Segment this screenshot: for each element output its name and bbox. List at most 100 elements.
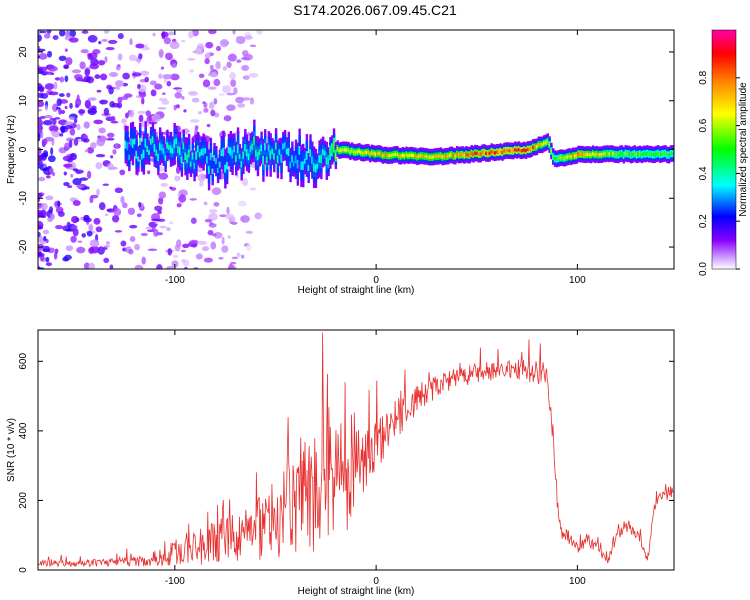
spectrogram-noise-blob xyxy=(45,262,53,267)
spectrogram-noise-blob xyxy=(165,266,175,269)
spectrogram-noise-blob xyxy=(44,71,54,75)
spectrogram-noise-blob xyxy=(183,109,187,113)
spectrogram-ridge-cell xyxy=(142,149,146,159)
spectrogram-ridge-cell xyxy=(622,153,626,157)
spectrogram-noise-blob xyxy=(227,53,237,62)
spectrogram-ridge-cell xyxy=(398,154,401,158)
spectrogram-noise-blob xyxy=(147,170,151,175)
spectrogram-ridge-cell xyxy=(207,165,211,175)
spectrogram-noise-blob xyxy=(48,206,54,214)
spectrogram-ridge-cell xyxy=(408,153,412,157)
spectrogram-ridge-cell xyxy=(316,163,319,169)
spectrogram-noise-blob xyxy=(232,30,236,35)
spectrogram-noise-blob xyxy=(87,170,92,179)
spectrogram-ridge-cell xyxy=(416,155,419,159)
spectrogram-noise-blob xyxy=(83,75,92,82)
spectrogram-noise-blob xyxy=(213,78,221,87)
spectrogram-noise-blob xyxy=(52,118,57,126)
spectrogram-ridge-cell xyxy=(175,138,178,145)
spectrogram-noise-blob xyxy=(76,185,84,189)
spectrogram-noise-blob xyxy=(222,66,227,71)
spectrogram-noise-blob xyxy=(53,81,58,90)
spectrogram-ridge-cell xyxy=(144,138,147,148)
spectrogram-ridge-cell xyxy=(178,147,182,155)
spectrogram-ridge-cell xyxy=(206,156,209,164)
spectrogram-noise-blob xyxy=(240,57,250,61)
spectrogram-noise-blob xyxy=(68,116,75,121)
spectrogram-noise-blob xyxy=(208,30,217,35)
spectrogram-noise-blob xyxy=(154,83,163,90)
spectrogram-noise-blob xyxy=(38,108,43,112)
spectrogram-ridge-cell xyxy=(425,154,428,159)
spectrogram-noise-blob xyxy=(115,82,121,90)
spectrogram-ridge-cell xyxy=(160,144,164,151)
spectrogram-noise-blob xyxy=(188,91,198,96)
spectrogram-noise-blob xyxy=(39,115,46,119)
spectrogram-ridge-cell xyxy=(126,142,129,151)
spectrogram-ridge-cell xyxy=(501,150,504,155)
spectrogram-noise-blob xyxy=(213,201,220,207)
spectrogram-noise-blob xyxy=(111,102,120,108)
spectrogram-ridge-cell xyxy=(133,138,137,145)
spectrogram-noise-blob xyxy=(106,208,112,212)
spectrogram-noise-blob xyxy=(96,188,100,196)
spectrogram-noise-blob xyxy=(94,74,101,79)
spectrogram-ridge-cell xyxy=(182,142,185,150)
spectrogram-noise-blob xyxy=(211,233,217,237)
spectrogram-ridge-cell xyxy=(609,151,613,156)
spectrogram-ridge-cell xyxy=(197,145,200,153)
spectrogram-ridge-cell xyxy=(338,148,341,153)
spectrogram-ridge-cell xyxy=(662,151,665,156)
spectrogram-noise-blob xyxy=(241,64,250,72)
spectrogram-noise-blob xyxy=(103,244,111,248)
spectrogram-noise-blob xyxy=(106,84,113,90)
spectrogram-noise-blob xyxy=(47,65,58,72)
spectrogram-noise-blob xyxy=(120,195,125,204)
spectrogram-noise-blob xyxy=(38,209,44,218)
spectrogram-noise-blob xyxy=(174,175,181,182)
spectrogram-noise-blob xyxy=(237,103,246,108)
spectrogram-ridge-cell xyxy=(336,146,339,151)
spectrogram-ridge-cell xyxy=(646,151,649,156)
spectrogram-noise-blob xyxy=(215,45,222,52)
spectrogram-noise-blob xyxy=(111,115,116,124)
spectrogram-ridge-cell xyxy=(649,152,653,156)
spectrogram-ridge-cell xyxy=(432,155,435,159)
spectrogram-noise-blob xyxy=(115,65,121,71)
spectrogram-ridge-cell xyxy=(633,151,636,156)
spectrogram-ridge-cell xyxy=(204,148,207,154)
spectrogram-noise-blob xyxy=(96,89,102,93)
spectrogram-ridge-cell xyxy=(168,145,171,150)
spectrogram-noise-blob xyxy=(159,225,167,229)
spectrogram-noise-blob xyxy=(65,57,73,66)
spectrogram-ridge-cell xyxy=(171,148,175,154)
spectrogram-noise-blob xyxy=(158,73,163,79)
spectrogram-noise-blob xyxy=(241,97,251,101)
spectrogram-noise-blob xyxy=(160,182,168,188)
spectrogram-noise-blob xyxy=(209,64,214,71)
spectrogram-ridge-cell xyxy=(477,152,481,156)
colorbar-label: Normalized spectral amplitude xyxy=(738,82,749,217)
spectrogram-noise-blob xyxy=(139,70,150,76)
spectrogram-ridge-cell xyxy=(312,163,316,172)
spectrogram-ridge-cell xyxy=(390,153,394,158)
spectrogram-ridge-cell xyxy=(553,156,557,161)
spectrogram-ridge-cell xyxy=(274,142,278,150)
spectrogram-noise-blob xyxy=(198,111,203,115)
spectrogram-noise-blob xyxy=(238,200,247,207)
spectrogram-ridge-cell xyxy=(655,152,658,156)
spectrogram-noise-blob xyxy=(64,121,74,126)
spectrogram-noise-blob xyxy=(46,30,52,34)
spectrogram-ridge-cell xyxy=(644,152,647,156)
spectrogram-ridge-cell xyxy=(258,149,261,156)
spectrogram-noise-blob xyxy=(71,225,78,230)
spectrogram-noise-blob xyxy=(128,54,138,62)
spectrogram-ridge-cell xyxy=(530,147,533,151)
spectrogram-ridge-cell xyxy=(628,152,631,156)
spectrogram-ridge-cell xyxy=(546,139,549,144)
spectrogram-ridge-cell xyxy=(302,161,305,170)
spectrogram-noise-blob xyxy=(176,239,182,248)
spectrogram-ridge-cell xyxy=(584,153,588,157)
snr-ylabel: SNR (10 * v/v) xyxy=(6,418,17,482)
spectrogram-ridge-cell xyxy=(278,149,281,155)
